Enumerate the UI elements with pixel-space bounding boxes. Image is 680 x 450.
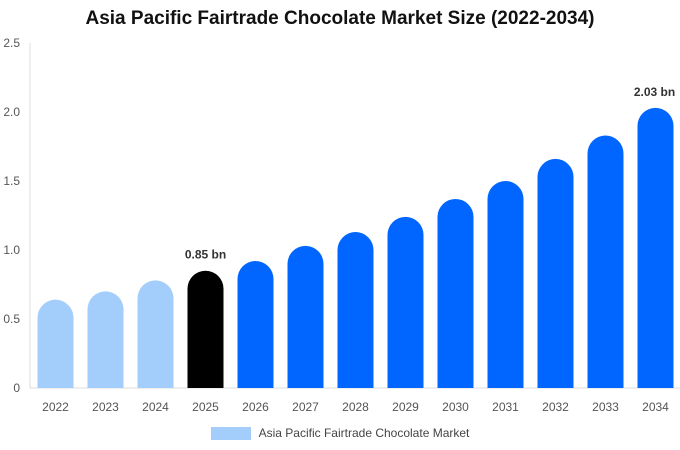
x-tick-label: 2024	[142, 400, 169, 414]
bar-2023[interactable]	[87, 291, 124, 388]
y-tick-label: 2.5	[3, 36, 20, 50]
y-tick-label: 1.5	[3, 174, 20, 188]
labels: 0.85 bn 2.03 bn	[185, 85, 675, 262]
x-tick-label: 2026	[242, 400, 269, 414]
y-tick-label: 0.5	[3, 312, 20, 326]
legend-label: Asia Pacific Fairtrade Chocolate Market	[258, 426, 470, 440]
y-tick-label: 2.0	[3, 105, 20, 119]
x-tick-label: 2028	[342, 400, 369, 414]
x-tick-label: 2027	[292, 400, 319, 414]
bar-2030[interactable]	[437, 198, 474, 388]
y-tick-label: 1.0	[3, 243, 20, 257]
bar-2033[interactable]	[587, 135, 624, 388]
axes: 0 0.5 1.0 1.5 2.0 2.5 2022 2023 2024 2025 2026 2027…	[3, 36, 680, 414]
x-tick-label: 2033	[592, 400, 619, 414]
chart-title: Asia Pacific Fairtrade Chocolate Market …	[85, 8, 595, 29]
y-tick-label: 0	[13, 381, 20, 395]
bar-2022[interactable]	[37, 299, 74, 388]
x-tick-label: 2032	[542, 400, 569, 414]
data-label-2025: 0.85 bn	[185, 248, 226, 262]
x-tick-label: 2034	[642, 400, 669, 414]
bars	[37, 107, 674, 389]
x-tick-label: 2029	[392, 400, 419, 414]
bar-2024[interactable]	[137, 280, 174, 388]
x-tick-label: 2030	[442, 400, 469, 414]
bar-2026[interactable]	[237, 261, 274, 388]
bar-2027[interactable]	[287, 245, 324, 388]
legend[interactable]: Asia Pacific Fairtrade Chocolate Market	[0, 426, 680, 440]
x-tick-label: 2025	[192, 400, 219, 414]
data-label-2034: 2.03 bn	[634, 85, 675, 99]
bar-2034[interactable]	[637, 107, 674, 389]
bar-2025[interactable]	[187, 270, 224, 388]
bar-2032[interactable]	[537, 158, 574, 388]
bar-2029[interactable]	[387, 216, 424, 388]
bar-2028[interactable]	[337, 232, 374, 388]
bar-2031[interactable]	[487, 181, 524, 388]
x-tick-label: 2023	[92, 400, 119, 414]
legend-swatch	[210, 426, 251, 440]
x-tick-label: 2031	[492, 400, 519, 414]
x-tick-label: 2022	[42, 400, 69, 414]
